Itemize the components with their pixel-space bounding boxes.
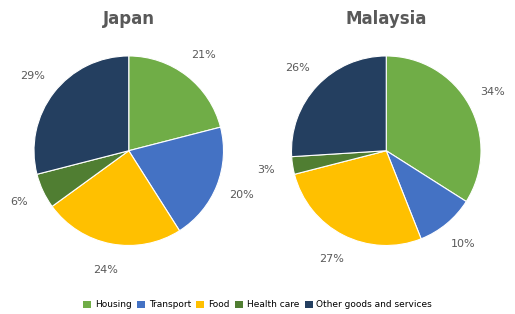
Text: 3%: 3% bbox=[258, 165, 275, 175]
Text: 24%: 24% bbox=[94, 265, 118, 275]
Wedge shape bbox=[52, 151, 180, 246]
Text: 10%: 10% bbox=[451, 239, 476, 249]
Text: 6%: 6% bbox=[10, 198, 28, 207]
Text: 34%: 34% bbox=[480, 87, 505, 97]
Wedge shape bbox=[291, 56, 386, 157]
Text: 29%: 29% bbox=[21, 71, 45, 81]
Text: 21%: 21% bbox=[191, 50, 215, 60]
Legend: Housing, Transport, Food, Health care, Other goods and services: Housing, Transport, Food, Health care, O… bbox=[83, 300, 432, 310]
Wedge shape bbox=[129, 56, 220, 151]
Wedge shape bbox=[386, 56, 481, 202]
Wedge shape bbox=[291, 151, 386, 174]
Wedge shape bbox=[129, 127, 224, 231]
Wedge shape bbox=[37, 151, 129, 206]
Text: 20%: 20% bbox=[229, 190, 254, 200]
Text: 26%: 26% bbox=[285, 63, 310, 73]
Wedge shape bbox=[295, 151, 421, 246]
Title: Malaysia: Malaysia bbox=[346, 10, 427, 28]
Wedge shape bbox=[34, 56, 129, 174]
Text: 27%: 27% bbox=[319, 254, 344, 264]
Wedge shape bbox=[386, 151, 466, 239]
Title: Japan: Japan bbox=[103, 10, 154, 28]
